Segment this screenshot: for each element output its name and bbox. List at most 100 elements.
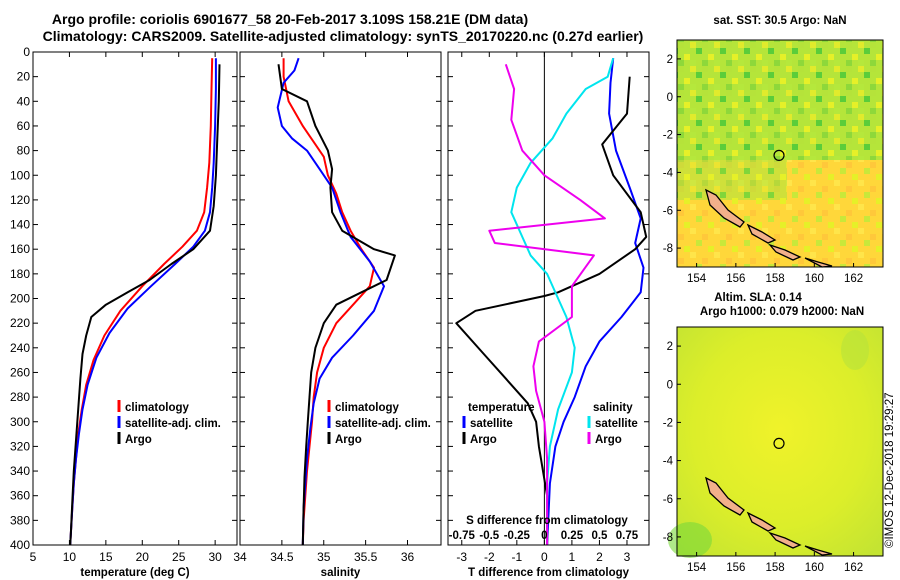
x-tick-label: -3: [456, 550, 467, 564]
argo-location-marker: [773, 149, 785, 161]
series-line-climatology: [282, 58, 375, 546]
sla-map-axes: 154 156 158 160 162 -8 -6 -4 -2 0 2: [663, 341, 863, 574]
salinity-legend: climatology satellite-adj. clim. Argo: [327, 400, 431, 446]
sst-map-title: sat. SST: 30.5 Argo: NaN: [713, 15, 846, 27]
island-bougainville-a: [746, 511, 777, 532]
x-axis-label: temperature (deg C): [80, 567, 189, 579]
legend-climatology-label: climatology: [335, 402, 400, 414]
map-latitude-label: -6: [663, 205, 673, 217]
map-longitude-label: 154: [687, 562, 707, 574]
map-latitude-label: -4: [663, 456, 674, 468]
s-difference-tick-label: -0.75: [449, 530, 476, 542]
legend-s-argo-label: Argo: [595, 434, 622, 446]
depth-tick-label: 360: [10, 489, 30, 503]
legend-satellite-label: satellite-adj. clim.: [335, 418, 431, 430]
x-tick-label: 35: [317, 550, 331, 564]
x-tick-label: 20: [136, 550, 150, 564]
island-solomon: [804, 545, 833, 556]
x-tick-label: 15: [99, 550, 113, 564]
x-tick-label: 35.5: [354, 550, 378, 564]
depth-tick-label: 180: [10, 267, 30, 281]
imos-timestamp: ©IMOS 12-Dec-2018 19:29:27: [884, 392, 896, 548]
map-latitude-label: -2: [663, 417, 673, 429]
series-line-s-satellite: [510, 57, 615, 545]
depth-tick-label: 380: [10, 513, 30, 527]
x-axis-label: salinity: [321, 567, 361, 579]
map-longitude-label: 162: [844, 273, 863, 285]
map-longitude-label: 156: [726, 562, 745, 574]
sst-map-frame: [676, 39, 884, 268]
island-solomon: [804, 257, 833, 268]
depth-tick-label: 280: [10, 390, 30, 404]
legend-satellite-label: satellite-adj. clim.: [125, 418, 221, 430]
map-latitude-label: 2: [667, 54, 673, 66]
s-difference-tick-labels: -0.75 -0.5 -0.25 0 0.25 0.5 0.75: [449, 530, 639, 542]
s-difference-axis-label: S difference from climatology: [466, 515, 628, 527]
difference-profile-panel: -3 -2 -1 0 1 2 3 T difference from climatology: [447, 51, 650, 579]
map-latitude-label: 2: [667, 341, 673, 353]
series-line-satellite-adj-clim-: [276, 57, 385, 546]
depth-tick-label: 320: [10, 439, 30, 453]
legend-argo-label: Argo: [335, 434, 362, 446]
series-line-argo: [277, 64, 396, 546]
depth-tick-label: 240: [10, 341, 30, 355]
depth-tick-label: 100: [10, 168, 30, 182]
x-tick-label: -1: [511, 550, 522, 564]
island-new-ireland: [705, 476, 745, 516]
s-difference-tick-label: 0.75: [616, 530, 639, 542]
depth-tick-label: 0: [23, 45, 30, 59]
sla-map-title-line2: Argo h1000: 0.079 h2000: NaN: [700, 306, 864, 318]
map-latitude-label: -6: [663, 494, 673, 506]
island-new-ireland: [705, 188, 745, 228]
x-tick-label: 36: [401, 550, 415, 564]
x-tick-label: 0: [541, 550, 548, 564]
s-difference-tick-label: 0.5: [591, 530, 608, 542]
island-bougainville-b: [767, 243, 802, 261]
legend-temperature-title: temperature: [468, 402, 534, 414]
depth-tick-label: 140: [10, 218, 30, 232]
map-longitude-label: 160: [805, 273, 824, 285]
map-longitude-label: 158: [766, 273, 785, 285]
sla-map-frame: [676, 326, 884, 557]
map-latitude-label: -2: [663, 130, 673, 142]
sst-field-west: [677, 160, 787, 200]
x-tick-label: 25: [172, 550, 186, 564]
depth-tick-label: 40: [17, 94, 31, 108]
x-tick-label: 34: [233, 550, 247, 564]
plot-frame: [239, 51, 442, 546]
map-longitude-label: 162: [844, 562, 863, 574]
map-latitude-label: 0: [667, 379, 673, 391]
sst-field-north: [677, 40, 883, 160]
legend-climatology-label: climatology: [125, 402, 190, 414]
s-difference-tick-label: -0.25: [504, 530, 531, 542]
sla-map: [668, 326, 884, 558]
island-bougainville-a: [746, 223, 777, 244]
temperature-profile-panel: 0 20 40 60 80 100 120 140 160 180 200 220 240 260 280 3…: [10, 45, 238, 579]
x-tick-label: 1: [569, 550, 576, 564]
depth-tick-label: 340: [10, 464, 30, 478]
x-tick-label: 34.5: [270, 550, 294, 564]
depth-tick-label: 200: [10, 292, 30, 306]
map-longitude-label: 156: [726, 273, 745, 285]
figure-title-line2: Climatology: CARS2009. Satellite-adjuste…: [43, 28, 644, 44]
sst-coastline: [705, 188, 833, 268]
depth-tick-label: 400: [10, 538, 30, 552]
series-line-argo: [69, 64, 221, 546]
sla-patch-ne: [841, 330, 869, 370]
series-line-t-argo: [455, 76, 648, 545]
s-difference-tick-label: -0.5: [479, 530, 499, 542]
series-line-climatology: [69, 58, 214, 546]
sst-map-axes: 154 156 158 160 162 -8 -6 -4 -2 0 2: [663, 54, 863, 285]
temperature-legend: climatology satellite-adj. clim. Argo: [117, 400, 221, 446]
sla-low-patch: [668, 522, 712, 558]
sla-coastline: [705, 476, 833, 556]
map-latitude-label: -8: [663, 243, 673, 255]
x-tick-label: 5: [30, 550, 37, 564]
legend-s-satellite-label: satellite: [595, 418, 638, 430]
legend-t-argo-label: Argo: [470, 434, 497, 446]
series-line-satellite-adj-clim-: [69, 58, 217, 546]
salinity-profile-panel: 34 34.5 35 35.5 36 salinity: [233, 51, 442, 579]
map-longitude-label: 154: [687, 273, 707, 285]
series-line-t-satellite: [546, 58, 645, 546]
